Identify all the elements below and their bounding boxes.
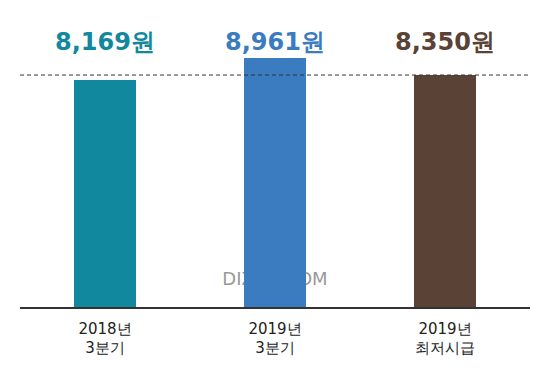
- svg-text:2019년최저시급: 2019년최저시급: [415, 320, 475, 357]
- svg-text:2019년3분기: 2019년3분기: [248, 320, 301, 357]
- svg-text:8,961원: 8,961원: [225, 28, 325, 56]
- svg-text:2018년3분기: 2018년3분기: [78, 320, 131, 357]
- svg-text:8,169원: 8,169원: [55, 28, 155, 56]
- svg-text:8,350원: 8,350원: [395, 28, 495, 56]
- svg-text:DIZZO.COM: DIZZO.COM: [222, 268, 328, 289]
